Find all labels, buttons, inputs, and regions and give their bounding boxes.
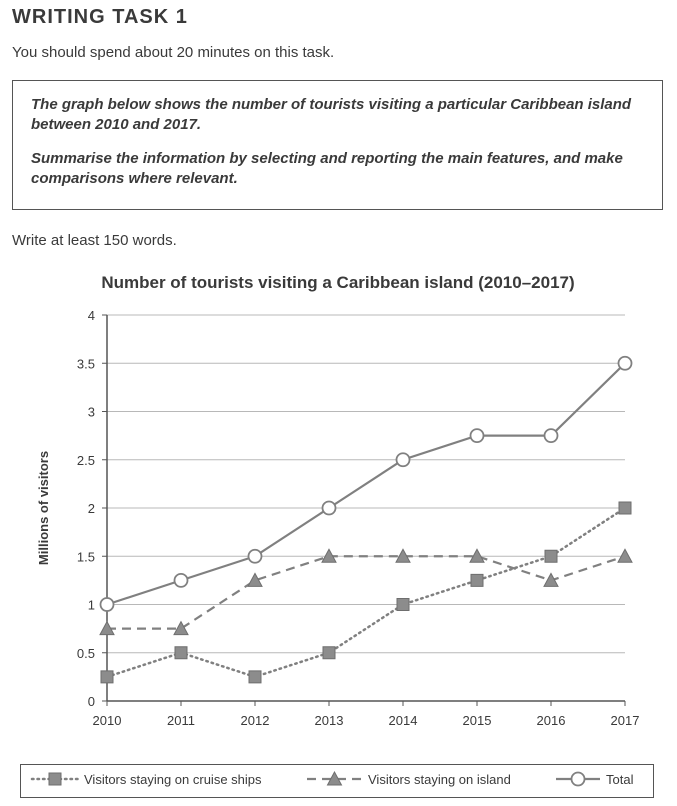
y-tick-label: 2 xyxy=(88,501,95,516)
x-tick-label: 2013 xyxy=(315,713,344,728)
data-point-2-3 xyxy=(321,500,337,516)
series-line-0 xyxy=(105,506,627,679)
series-line-1 xyxy=(107,555,626,630)
y-tick-label: 3 xyxy=(88,405,95,420)
data-point-1-5 xyxy=(469,548,485,563)
legend-marker-2 xyxy=(570,771,586,787)
chart-title: Number of tourists visiting a Caribbean … xyxy=(101,273,574,292)
x-tick-label: 2017 xyxy=(611,713,640,728)
legend-label-1: Visitors staying on island xyxy=(368,772,511,787)
data-point-2-2 xyxy=(247,548,263,564)
y-tick-label: 1 xyxy=(88,598,95,613)
data-point-2-6 xyxy=(543,428,559,444)
legend-frame xyxy=(20,764,654,798)
y-tick-label: 1.5 xyxy=(77,549,95,564)
data-point-2-1 xyxy=(173,572,189,588)
task-title: WRITING TASK 1 xyxy=(12,6,188,28)
x-tick-label: 2010 xyxy=(93,713,122,728)
data-point-2-5 xyxy=(469,428,485,444)
data-point-0-1 xyxy=(174,646,188,660)
y-tick-label: 4 xyxy=(88,308,95,323)
y-tick-label: 2.5 xyxy=(77,453,95,468)
data-point-1-2 xyxy=(247,572,263,587)
data-point-1-6 xyxy=(543,572,559,587)
task-description-text: The graph below shows the number of tour… xyxy=(31,96,632,133)
task-summary-instruction: Summarise the information by selecting a… xyxy=(31,150,623,187)
data-point-0-0 xyxy=(100,670,114,684)
x-tick-label: 2011 xyxy=(167,713,195,728)
data-point-1-4 xyxy=(395,548,411,563)
legend-marker-0 xyxy=(48,772,62,786)
data-point-0-7 xyxy=(618,501,632,515)
time-instruction: You should spend about 20 minutes on thi… xyxy=(12,44,335,61)
word-count-note: Write at least 150 words. xyxy=(12,232,177,249)
line-chart: Number of tourists visiting a Caribbean … xyxy=(30,273,640,787)
x-tick-label: 2012 xyxy=(241,713,270,728)
task-description-box: The graph below shows the number of tour… xyxy=(12,80,663,210)
data-point-2-0 xyxy=(99,597,115,612)
series-line-2 xyxy=(106,362,626,606)
data-point-0-3 xyxy=(322,646,336,660)
data-point-0-6 xyxy=(544,549,558,563)
data-point-1-0 xyxy=(99,620,115,636)
x-tick-label: 2014 xyxy=(389,713,418,728)
x-tick-label: 2015 xyxy=(463,713,492,728)
y-tick-label: 0 xyxy=(88,694,95,709)
data-point-1-7 xyxy=(617,548,633,563)
y-axis-label: Millions of visitors xyxy=(36,451,51,565)
y-tick-label: 0.5 xyxy=(77,646,95,661)
legend-label-0: Visitors staying on cruise ships xyxy=(84,772,262,787)
data-point-0-4 xyxy=(396,598,410,611)
legend-label-2: Total xyxy=(606,772,634,787)
data-point-1-1 xyxy=(173,620,189,636)
data-point-1-3 xyxy=(321,548,337,563)
x-tick-label: 2016 xyxy=(537,713,566,728)
y-tick-label: 3.5 xyxy=(77,356,95,371)
data-point-2-4 xyxy=(395,452,411,468)
data-point-2-7 xyxy=(617,355,633,371)
data-point-0-2 xyxy=(248,670,262,684)
data-point-0-5 xyxy=(470,573,484,587)
legend-marker-1 xyxy=(326,770,343,786)
